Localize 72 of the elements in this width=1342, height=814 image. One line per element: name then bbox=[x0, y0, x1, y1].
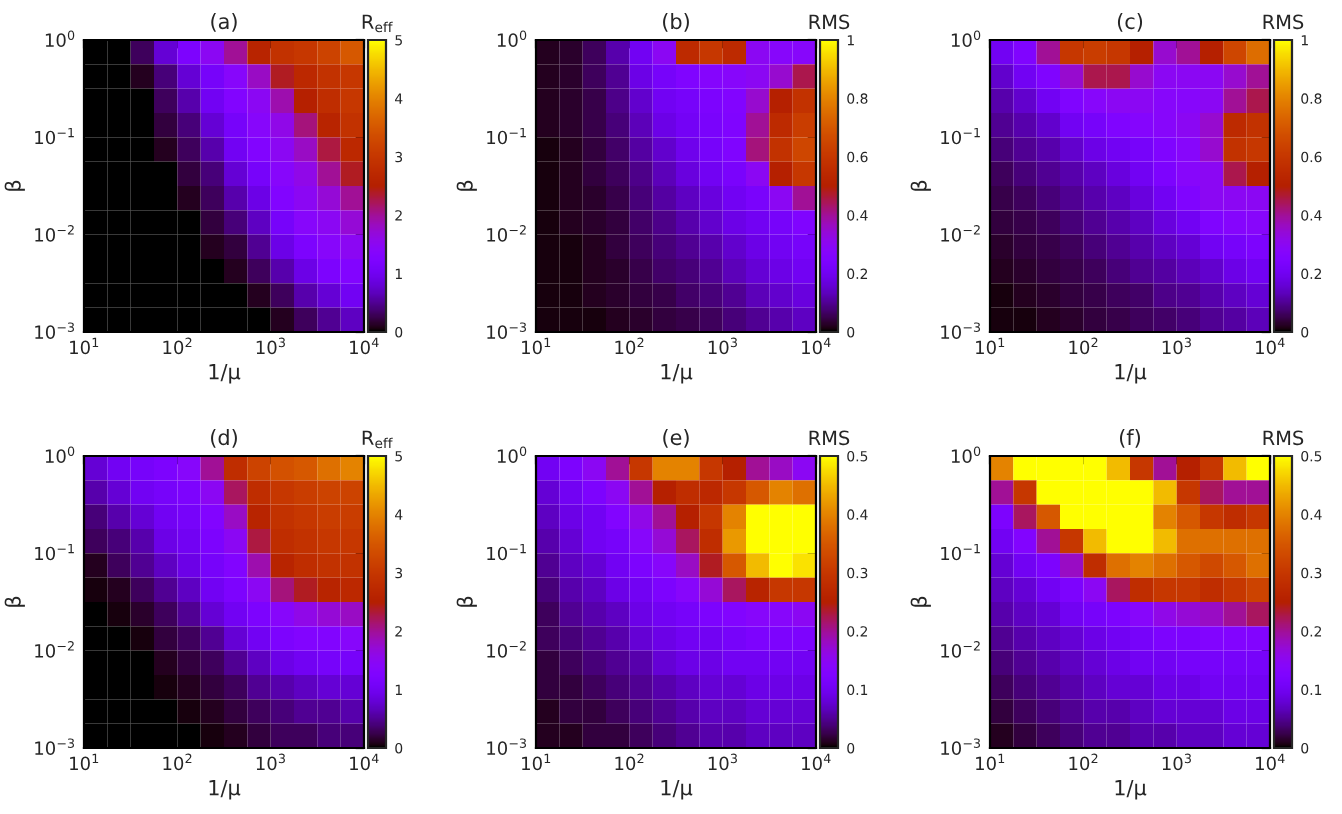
x-tick-label: 10$^{4}$ bbox=[1256, 753, 1285, 771]
y-tick-label: 10$^{−3}$ bbox=[941, 738, 980, 755]
chart-title: (b) bbox=[663, 13, 689, 32]
y-tick-label: 10$^{−2}$ bbox=[35, 225, 74, 242]
x-axis-title: 1/μ bbox=[209, 364, 241, 384]
y-axis-title: β bbox=[910, 180, 931, 191]
y-tick-label: 10$^{−3}$ bbox=[35, 738, 74, 755]
x-tick-label: 10$^{4}$ bbox=[1256, 337, 1285, 355]
x-tick-label: 10$^{1}$ bbox=[976, 337, 1005, 355]
x-tick-label: 10$^{2}$ bbox=[615, 337, 644, 355]
y-axis-title: β bbox=[4, 180, 25, 191]
color-bar-title: RMS bbox=[1263, 14, 1304, 30]
x-tick-label: 10$^{4}$ bbox=[350, 337, 379, 355]
y-tick-label: 10$^{−2}$ bbox=[487, 225, 526, 242]
x-axis-title: 1/μ bbox=[1115, 364, 1147, 384]
color-bar-title: RMS bbox=[809, 14, 850, 30]
color-bar-title: RMS bbox=[1263, 430, 1304, 446]
y-tick-label: 10$^{−1}$ bbox=[487, 127, 526, 145]
x-tick-label: 10$^{3}$ bbox=[256, 337, 285, 355]
y-tick-label: 10$^{0}$ bbox=[951, 446, 981, 463]
x-tick-label: 10$^{1}$ bbox=[70, 337, 99, 355]
y-tick-label: 10$^{−1}$ bbox=[35, 543, 74, 561]
x-axis-title: 1/μ bbox=[661, 364, 693, 384]
chart-title: (c) bbox=[1117, 13, 1143, 32]
x-tick-label: 10$^{2}$ bbox=[615, 753, 644, 771]
x-tick-label: 10$^{2}$ bbox=[1069, 337, 1098, 355]
y-tick-label: 10$^{−3}$ bbox=[35, 322, 74, 339]
y-tick-label: 10$^{0}$ bbox=[45, 30, 75, 47]
y-tick-label: 10$^{−1}$ bbox=[941, 127, 980, 145]
x-tick-label: 10$^{4}$ bbox=[802, 753, 831, 771]
y-axis-title: β bbox=[456, 180, 477, 191]
x-tick-label: 10$^{3}$ bbox=[1162, 753, 1191, 771]
chart-title: (f) bbox=[1120, 429, 1140, 448]
y-axis-title: β bbox=[4, 596, 25, 607]
y-axis-title: β bbox=[910, 596, 931, 607]
y-tick-label: 10$^{−3}$ bbox=[487, 738, 526, 755]
x-tick-label: 10$^{1}$ bbox=[976, 753, 1005, 771]
color-bar-title: RMS bbox=[809, 430, 850, 446]
x-tick-label: 10$^{3}$ bbox=[256, 753, 285, 771]
x-tick-label: 10$^{3}$ bbox=[1162, 337, 1191, 355]
y-tick-label: 10$^{0}$ bbox=[497, 30, 527, 47]
x-tick-label: 10$^{1}$ bbox=[522, 753, 551, 771]
y-tick-label: 10$^{0}$ bbox=[45, 446, 75, 463]
y-tick-label: 10$^{0}$ bbox=[951, 30, 981, 47]
y-tick-label: 10$^{0}$ bbox=[497, 446, 527, 463]
x-tick-label: 10$^{2}$ bbox=[163, 753, 192, 771]
x-tick-label: 10$^{4}$ bbox=[350, 753, 379, 771]
x-tick-label: 10$^{2}$ bbox=[1069, 753, 1098, 771]
chart-title: (d) bbox=[211, 429, 237, 448]
chart-title: (a) bbox=[211, 13, 237, 32]
x-tick-label: 10$^{1}$ bbox=[522, 337, 551, 355]
x-tick-label: 10$^{3}$ bbox=[708, 337, 737, 355]
x-tick-label: 10$^{1}$ bbox=[70, 753, 99, 771]
y-tick-label: 10$^{−2}$ bbox=[35, 641, 74, 658]
y-tick-label: 10$^{−3}$ bbox=[487, 322, 526, 339]
color-bar-title: R$_{eff}$ bbox=[362, 430, 393, 449]
y-tick-label: 10$^{−1}$ bbox=[35, 127, 74, 145]
color-bar-title: R$_{eff}$ bbox=[362, 14, 393, 33]
y-axis-title: β bbox=[456, 596, 477, 607]
x-axis-title: 1/μ bbox=[661, 780, 693, 800]
y-tick-label: 10$^{−3}$ bbox=[941, 322, 980, 339]
x-axis-title: 1/μ bbox=[1115, 780, 1147, 800]
x-tick-label: 10$^{4}$ bbox=[802, 337, 831, 355]
y-tick-label: 10$^{−2}$ bbox=[941, 641, 980, 658]
y-tick-label: 10$^{−1}$ bbox=[487, 543, 526, 561]
y-tick-label: 10$^{−1}$ bbox=[941, 543, 980, 561]
chart-title: (e) bbox=[663, 429, 689, 448]
x-tick-label: 10$^{3}$ bbox=[708, 753, 737, 771]
x-tick-label: 10$^{2}$ bbox=[163, 337, 192, 355]
y-tick-label: 10$^{−2}$ bbox=[487, 641, 526, 658]
y-tick-label: 10$^{−2}$ bbox=[941, 225, 980, 242]
x-axis-title: 1/μ bbox=[209, 780, 241, 800]
